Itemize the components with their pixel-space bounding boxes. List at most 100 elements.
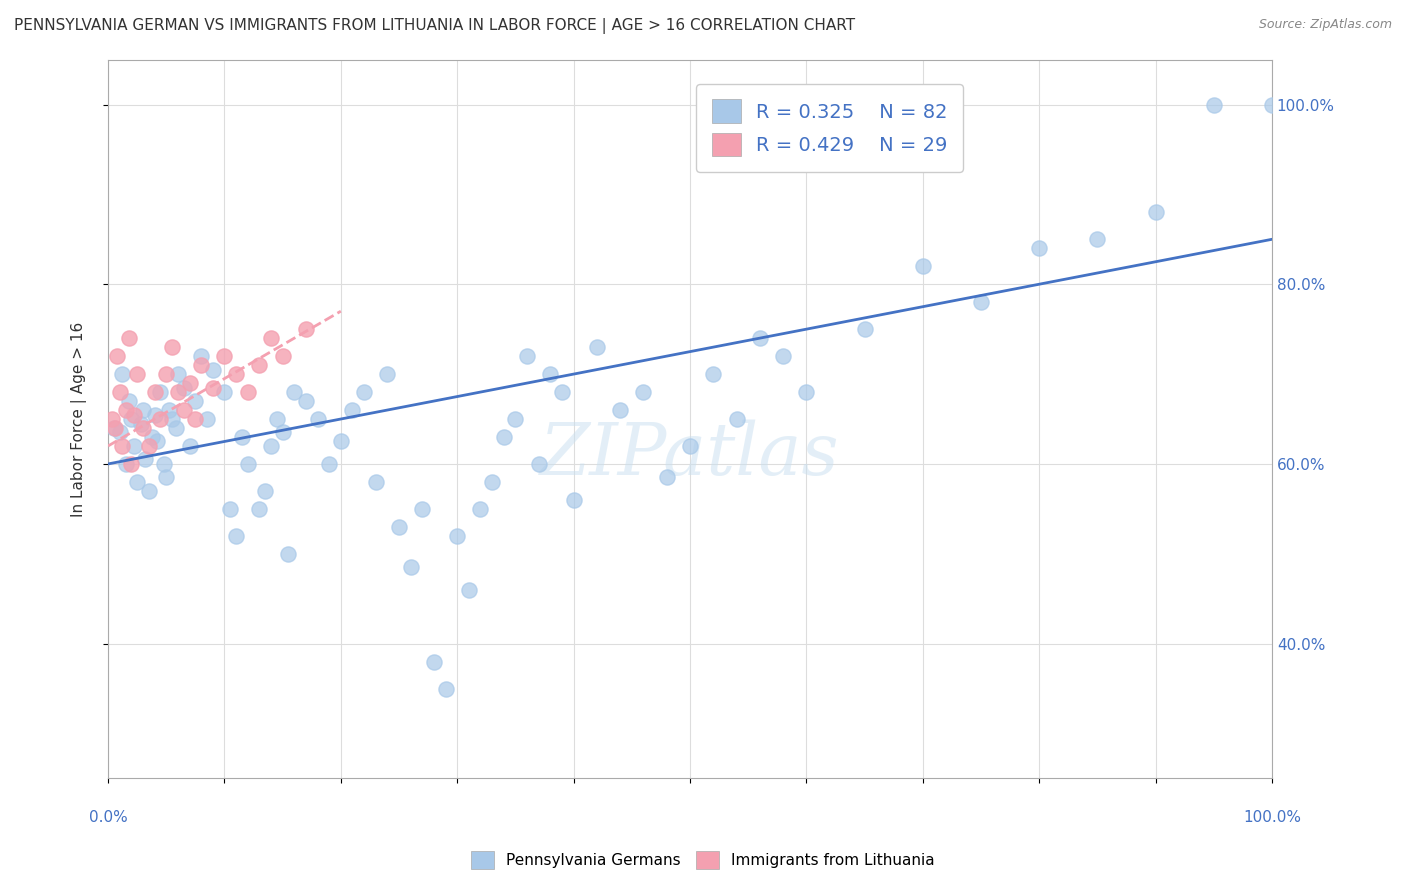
- Point: [399, 560, 422, 574]
- Point: [122, 408, 145, 422]
- Point: [1202, 97, 1225, 112]
- Point: [134, 452, 156, 467]
- Text: PENNSYLVANIA GERMAN VS IMMIGRANTS FROM LITHUANIA IN LABOR FORCE | AGE > 16 CORRE: PENNSYLVANIA GERMAN VS IMMIGRANTS FROM L…: [14, 18, 855, 34]
- Point: [129, 417, 152, 431]
- Point: [434, 681, 457, 696]
- Point: [748, 331, 770, 345]
- Point: [111, 367, 134, 381]
- Point: [201, 362, 224, 376]
- Point: [219, 501, 242, 516]
- Point: [160, 340, 183, 354]
- Point: [702, 367, 724, 381]
- Point: [481, 475, 503, 489]
- Text: Source: ZipAtlas.com: Source: ZipAtlas.com: [1258, 18, 1392, 31]
- Point: [114, 457, 136, 471]
- Point: [538, 367, 561, 381]
- Point: [173, 403, 195, 417]
- Point: [149, 412, 172, 426]
- Point: [1144, 205, 1167, 219]
- Point: [655, 470, 678, 484]
- Point: [1085, 232, 1108, 246]
- Point: [157, 403, 180, 417]
- Point: [411, 501, 433, 516]
- Point: [1261, 97, 1284, 112]
- Point: [103, 421, 125, 435]
- Point: [111, 439, 134, 453]
- Point: [100, 412, 122, 426]
- Point: [122, 439, 145, 453]
- Point: [214, 349, 236, 363]
- Point: [970, 295, 993, 310]
- Point: [679, 439, 702, 453]
- Point: [120, 457, 142, 471]
- Point: [141, 430, 163, 444]
- Point: [470, 501, 492, 516]
- Point: [796, 385, 818, 400]
- Point: [173, 380, 195, 394]
- Point: [388, 520, 411, 534]
- Point: [165, 421, 187, 435]
- Point: [155, 367, 177, 381]
- Point: [153, 457, 176, 471]
- Point: [108, 425, 131, 440]
- Point: [283, 385, 305, 400]
- Point: [277, 547, 299, 561]
- Point: [266, 412, 288, 426]
- Point: [527, 457, 550, 471]
- Point: [184, 394, 207, 409]
- Point: [167, 385, 190, 400]
- Point: [179, 376, 201, 390]
- Point: [516, 349, 538, 363]
- Point: [231, 430, 253, 444]
- Point: [446, 529, 468, 543]
- Point: [184, 412, 207, 426]
- Text: 100.0%: 100.0%: [1243, 810, 1301, 825]
- Point: [138, 483, 160, 498]
- Point: [127, 475, 149, 489]
- Point: [307, 412, 329, 426]
- Point: [201, 380, 224, 394]
- Point: [318, 457, 340, 471]
- Point: [195, 412, 218, 426]
- Point: [260, 439, 283, 453]
- Point: [236, 385, 259, 400]
- Point: [118, 394, 141, 409]
- Point: [260, 331, 283, 345]
- Point: [127, 367, 149, 381]
- Point: [423, 655, 446, 669]
- Point: [853, 322, 876, 336]
- Point: [911, 260, 934, 274]
- Point: [377, 367, 399, 381]
- Legend: Pennsylvania Germans, Immigrants from Lithuania: Pennsylvania Germans, Immigrants from Li…: [465, 845, 941, 875]
- Legend: R = 0.325    N = 82, R = 0.429    N = 29: R = 0.325 N = 82, R = 0.429 N = 29: [696, 84, 963, 172]
- Point: [105, 349, 128, 363]
- Point: [132, 421, 155, 435]
- Point: [214, 385, 236, 400]
- Point: [551, 385, 574, 400]
- Point: [160, 412, 183, 426]
- Point: [609, 403, 631, 417]
- Point: [271, 349, 294, 363]
- Point: [492, 430, 515, 444]
- Point: [149, 385, 172, 400]
- Point: [146, 434, 169, 449]
- Point: [342, 403, 364, 417]
- Y-axis label: In Labor Force | Age > 16: In Labor Force | Age > 16: [72, 321, 87, 516]
- Point: [104, 421, 127, 435]
- Point: [247, 358, 270, 372]
- Point: [353, 385, 375, 400]
- Point: [457, 582, 479, 597]
- Point: [247, 501, 270, 516]
- Point: [562, 492, 585, 507]
- Text: 0.0%: 0.0%: [89, 810, 128, 825]
- Point: [586, 340, 609, 354]
- Point: [329, 434, 352, 449]
- Point: [295, 394, 318, 409]
- Point: [138, 439, 160, 453]
- Point: [236, 457, 259, 471]
- Point: [190, 358, 212, 372]
- Point: [114, 403, 136, 417]
- Point: [772, 349, 794, 363]
- Point: [225, 529, 247, 543]
- Point: [132, 403, 155, 417]
